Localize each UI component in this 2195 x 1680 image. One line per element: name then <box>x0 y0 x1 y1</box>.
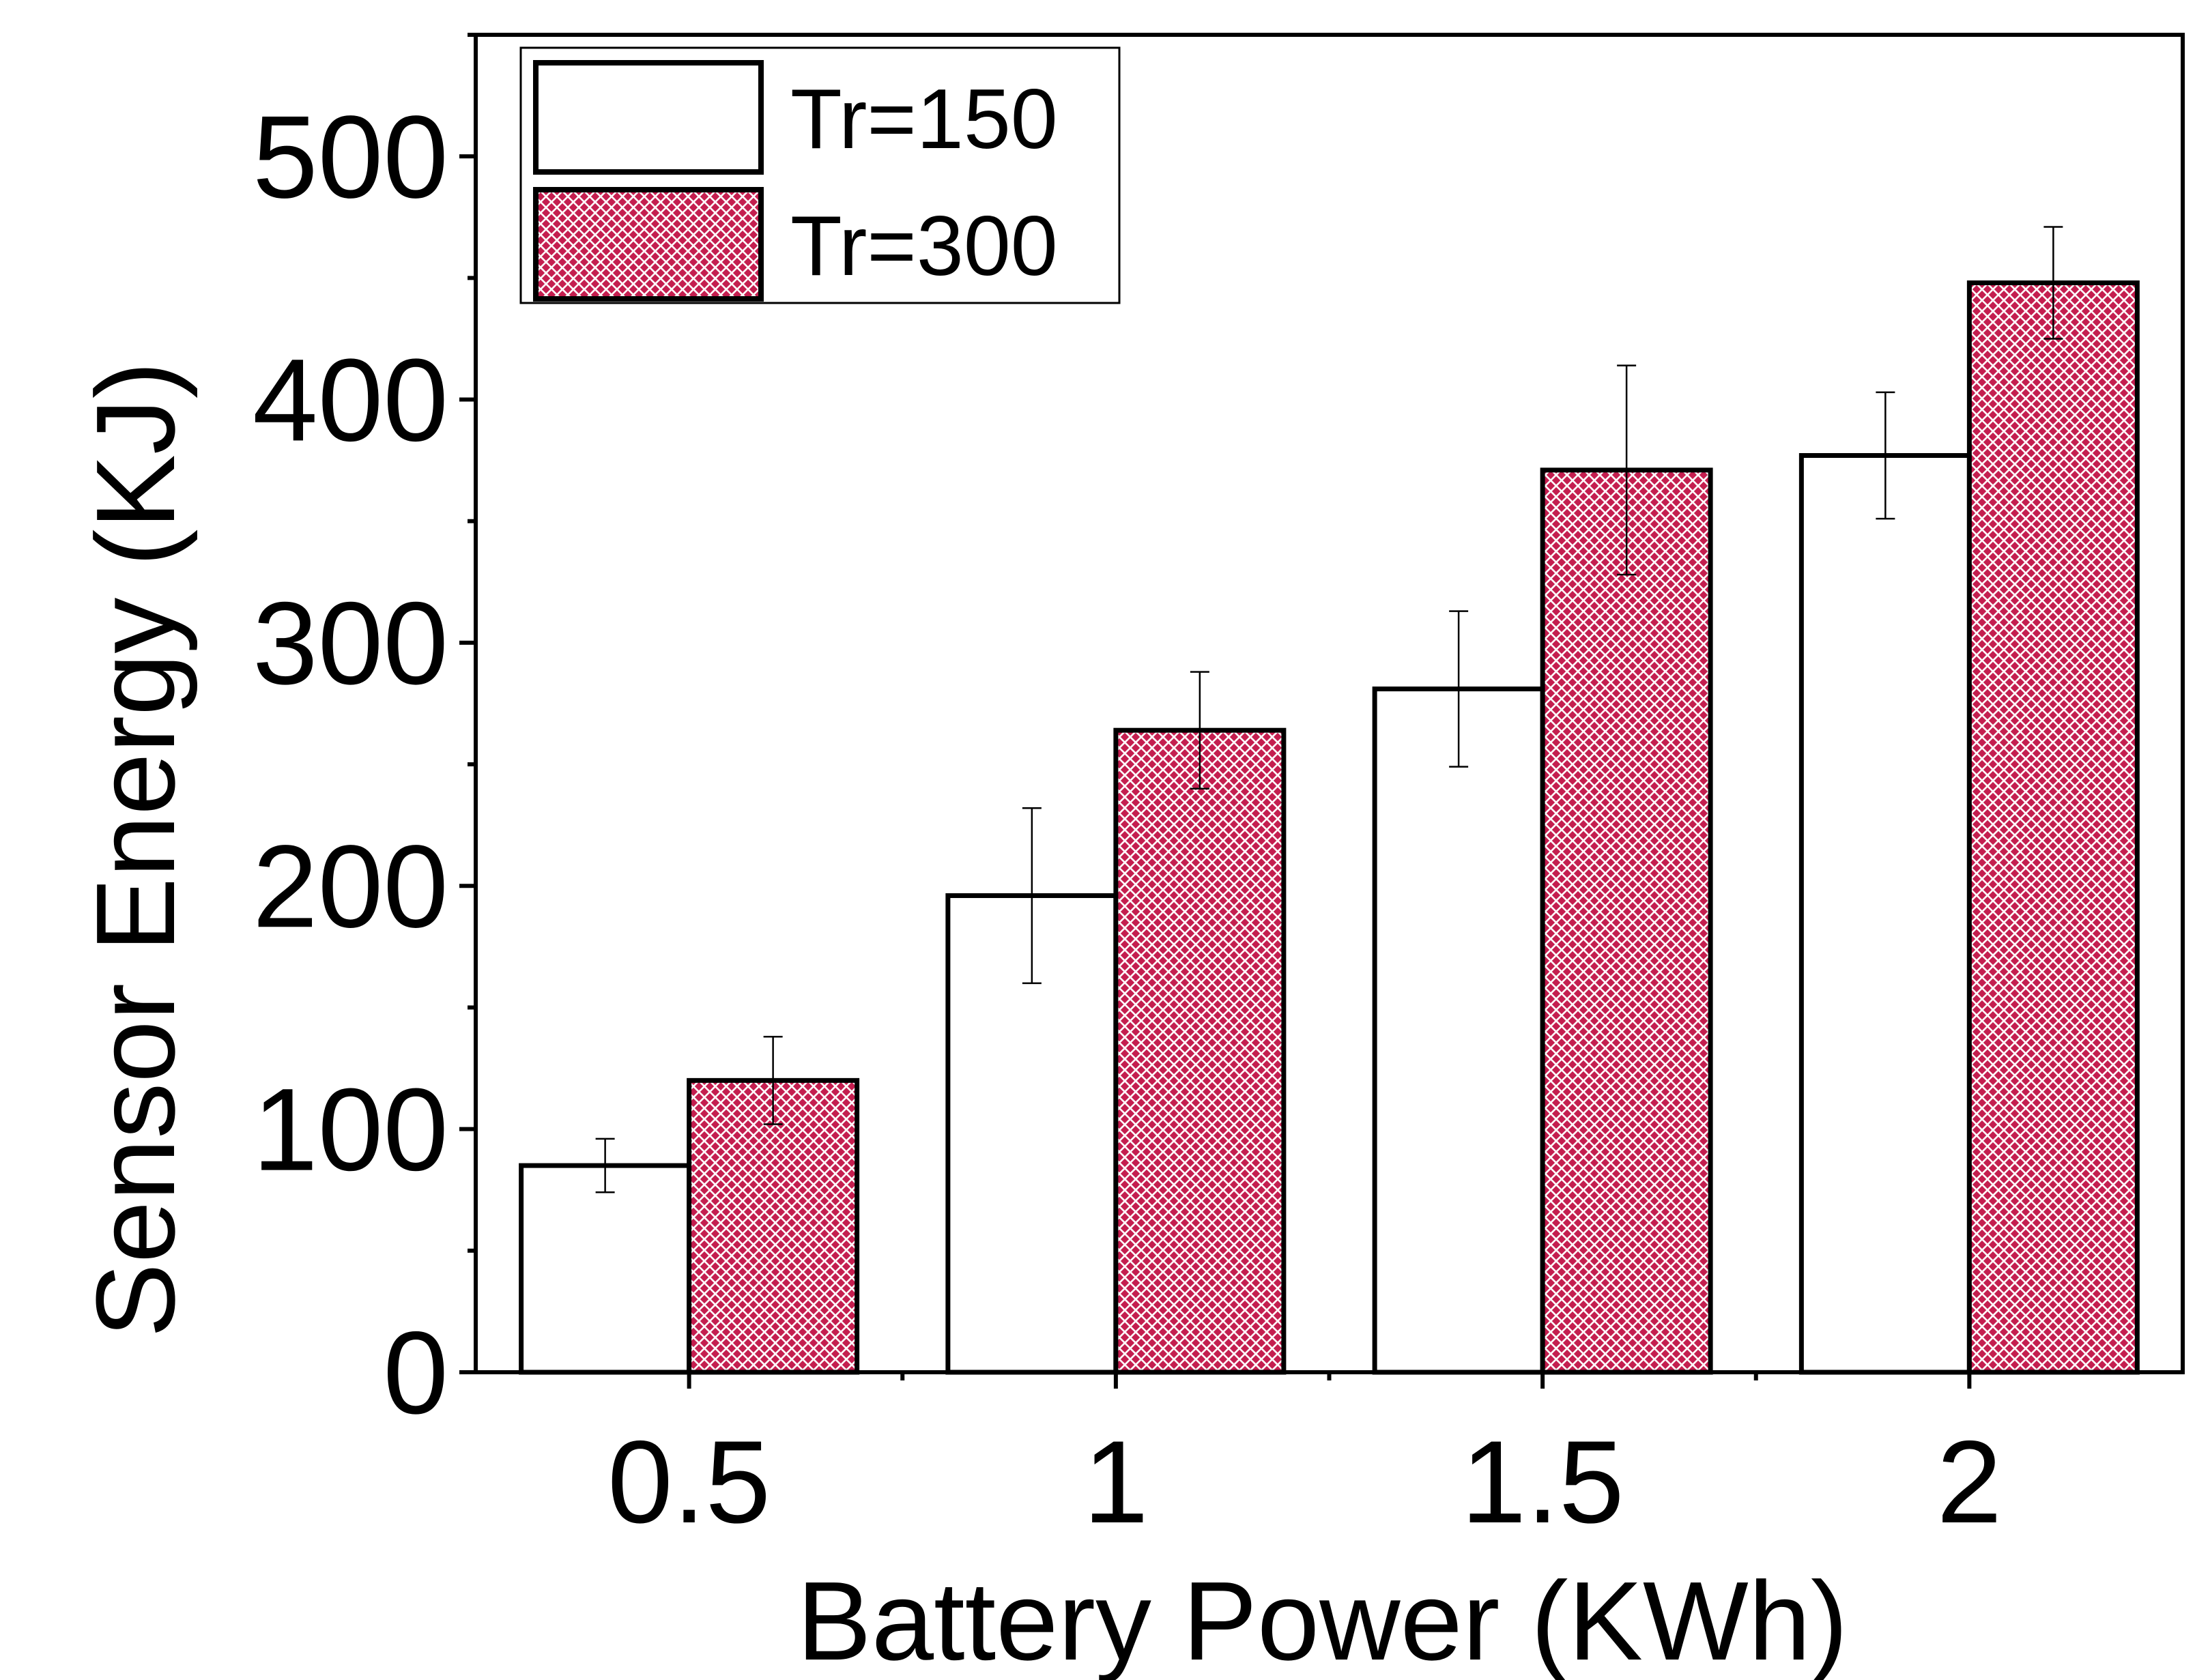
axes-layer <box>459 33 2185 1389</box>
x-tick-label-3: 2 <box>1937 1417 2003 1548</box>
bar-tr300-1 <box>1113 727 1287 1375</box>
error-bar-tr300-0 <box>763 1035 783 1125</box>
error-bar-tr150-3 <box>1876 391 1895 520</box>
x-tick-label-0: 0.5 <box>607 1417 771 1548</box>
x-tick-label-2: 1.5 <box>1461 1417 1624 1548</box>
error-bar-tr150-2 <box>1449 610 1469 768</box>
error-bar-tr300-3 <box>2043 226 2063 340</box>
bar-tr300-3 <box>1966 280 2140 1375</box>
bar-tr300-2 <box>1540 467 1713 1375</box>
y-tick-label-0: 0 <box>383 1307 448 1438</box>
bar-tr300-0 <box>687 1077 860 1375</box>
legend-label-tr150: Tr=150 <box>790 72 1058 166</box>
legend-label-tr300: Tr=300 <box>790 199 1058 293</box>
bar-tr150-0 <box>519 1163 692 1375</box>
error-bar-tr150-1 <box>1022 807 1042 985</box>
legend: Tr=150 Tr=300 <box>519 46 1121 304</box>
legend-swatch-tr300 <box>533 187 764 302</box>
bars-layer <box>519 280 2140 1375</box>
error-bar-tr300-2 <box>1617 364 1637 576</box>
labels-layer: 0 100 200 300 400 500 0.5 1 1.5 2 Battery Power (K… <box>73 91 2002 1680</box>
y-tick-label-4: 400 <box>253 335 448 466</box>
legend-swatch-tr150 <box>533 60 764 175</box>
error-bar-tr150-0 <box>595 1138 615 1193</box>
x-tick-label-1: 1 <box>1083 1417 1149 1548</box>
y-tick-label-5: 500 <box>253 91 448 222</box>
y-axis-label: Sensor Energy (KJ) <box>73 362 198 1338</box>
error-bars-layer <box>595 226 2063 1193</box>
y-tick-label-3: 300 <box>253 578 448 709</box>
x-axis-label: Battery Power (KWh) <box>797 1559 1848 1680</box>
error-bar-tr300-1 <box>1190 671 1209 790</box>
y-tick-label-1: 100 <box>253 1065 448 1196</box>
bar-tr150-2 <box>1372 686 1545 1375</box>
y-tick-label-2: 200 <box>253 821 448 952</box>
bar-tr150-3 <box>1798 453 1972 1375</box>
